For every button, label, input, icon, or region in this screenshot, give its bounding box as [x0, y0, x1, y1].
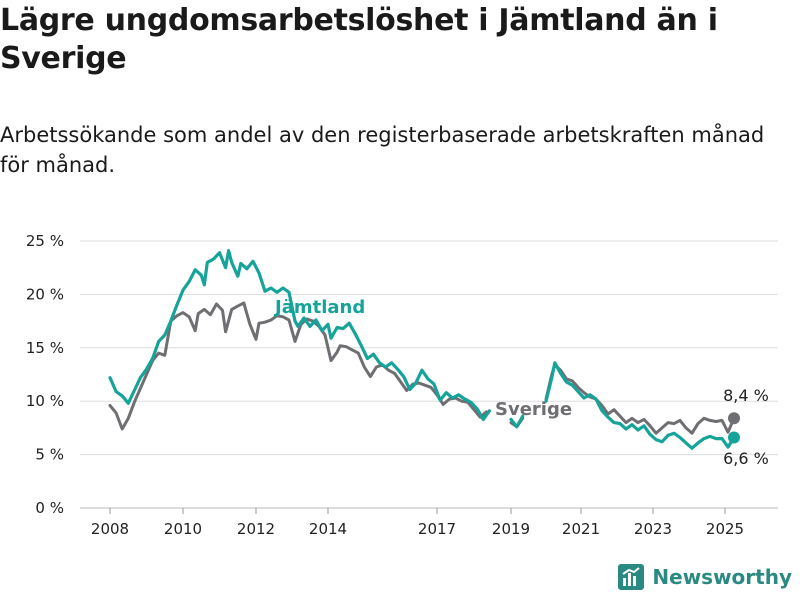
y-tick-label: 15 %: [26, 339, 64, 357]
x-axis-ticks: 2008 2010 2012 2014 2017 2019 2021 2023 2025: [91, 508, 744, 538]
x-tick-label: 2017: [418, 520, 456, 538]
x-tick-label: 2023: [634, 520, 672, 538]
y-tick-label: 10 %: [26, 392, 64, 410]
chart-subtitle: Arbetssökande som andel av den registerb…: [0, 123, 765, 177]
jamtland-end-point: [728, 431, 740, 444]
jamtland-series-label: Jämtland: [273, 297, 365, 318]
x-tick-label: 2008: [91, 520, 129, 538]
x-tick-label: 2019: [492, 520, 530, 538]
y-axis-ticks: 0 % 5 % 10 % 15 % 20 % 25 %: [26, 232, 64, 517]
y-tick-label: 20 %: [26, 285, 64, 303]
y-tick-label: 5 %: [35, 446, 64, 464]
x-tick-label: 2012: [237, 520, 275, 538]
newsworthy-logo-icon: [618, 564, 645, 590]
x-tick-label: 2021: [562, 520, 600, 538]
brand-logo: Newsworthy: [618, 564, 792, 590]
sverige-line: [108, 301, 736, 435]
sverige-end-value: 8,4 %: [723, 386, 769, 405]
jamtland-line: [108, 249, 736, 450]
x-tick-label: 2014: [309, 520, 347, 538]
y-tick-label: 0 %: [35, 499, 64, 517]
x-tick-label: 2010: [164, 520, 202, 538]
brand-name: Newsworthy: [652, 565, 792, 589]
y-tick-label: 25 %: [26, 232, 64, 250]
series-labels: Jämtland Sverige 8,4 % 6,6 %: [273, 297, 769, 468]
sverige-end-point: [728, 412, 740, 425]
chart-title: Lägre ungdomsarbetslöshet i Jämtland än …: [0, 3, 718, 76]
series-lines: [108, 249, 740, 450]
x-tick-label: 2025: [706, 520, 744, 538]
jamtland-end-value: 6,6 %: [723, 449, 769, 468]
gridlines: [80, 240, 778, 509]
sverige-series-label: Sverige: [495, 399, 572, 420]
